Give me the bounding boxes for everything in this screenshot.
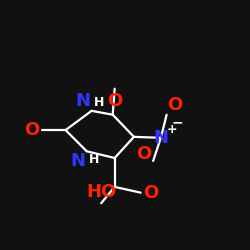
Text: N: N <box>71 152 86 170</box>
Text: H: H <box>94 96 104 109</box>
Text: O: O <box>24 121 40 139</box>
Text: HO: HO <box>86 183 116 201</box>
Text: +: + <box>166 123 177 136</box>
Text: N: N <box>76 92 90 110</box>
Text: O: O <box>144 184 159 202</box>
Text: O: O <box>168 96 183 114</box>
Text: N: N <box>153 129 168 147</box>
Text: O: O <box>136 145 151 163</box>
Text: −: − <box>172 116 183 130</box>
Text: O: O <box>107 92 122 110</box>
Text: H: H <box>89 153 99 166</box>
